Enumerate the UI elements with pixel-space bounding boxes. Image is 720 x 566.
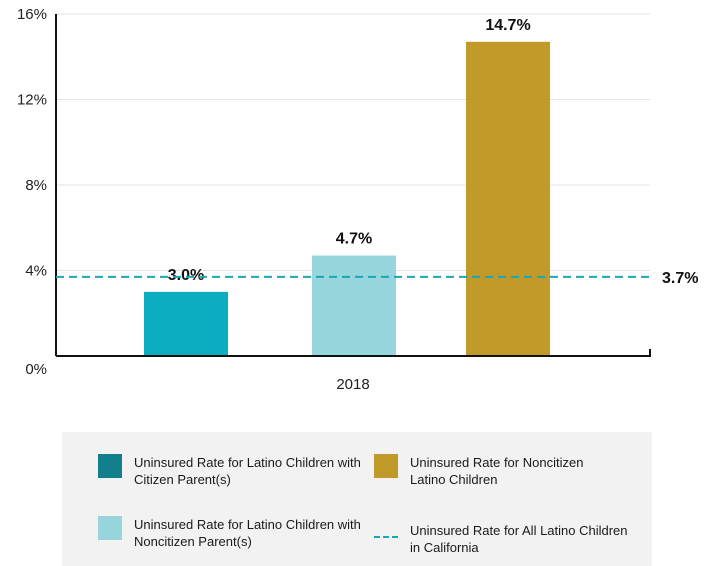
legend-label-citizen-parents: Uninsured Rate for Latino Children with … (134, 455, 361, 487)
y-tick-label: 0% (25, 361, 47, 378)
legend-item-all-latino: Uninsured Rate for All Latino Children i… (374, 522, 630, 556)
reference-line-label: 3.7% (662, 270, 698, 287)
bar-2 (312, 255, 396, 356)
legend-item-noncitizen-children: Uninsured Rate for Noncitizen Latino Chi… (374, 454, 620, 488)
y-axis-ticks: 0% 4% 8% 12% 16% (17, 6, 47, 378)
bar-1 (144, 291, 228, 356)
data-label: 4.7% (336, 231, 372, 248)
reference-line-group: 3.7% (56, 270, 698, 287)
legend-label-noncitizen-children: Uninsured Rate for Noncitizen Latino Chi… (410, 455, 584, 487)
legend-swatch-noncitizen-children (374, 454, 398, 478)
bars (144, 41, 550, 356)
legend-label-noncitizen-parents: Uninsured Rate for Latino Children with … (134, 517, 361, 549)
data-label: 3.0% (168, 267, 204, 284)
legend: Uninsured Rate for Latino Children with … (62, 432, 652, 566)
x-tick-label: 2018 (336, 376, 369, 393)
y-tick-label: 12% (17, 92, 47, 109)
legend-swatch-all-latino (374, 522, 398, 546)
y-tick-label: 4% (25, 263, 47, 280)
y-tick-label: 16% (17, 6, 47, 23)
legend-item-noncitizen-parents: Uninsured Rate for Latino Children with … (98, 516, 364, 550)
legend-item-citizen-parents: Uninsured Rate for Latino Children with … (98, 454, 364, 488)
legend-label-all-latino: Uninsured Rate for All Latino Children i… (410, 523, 628, 555)
data-label: 14.7% (485, 17, 530, 34)
legend-swatch-citizen-parents (98, 454, 122, 478)
data-labels: 3.0% 4.7% 14.7% (168, 17, 531, 284)
y-tick-label: 8% (25, 177, 47, 194)
bar-chart: 0% 4% 8% 12% 16% 3.0% 4.7% 14.7% 3.7% 2018 (17, 6, 699, 393)
legend-swatch-noncitizen-parents (98, 516, 122, 540)
bar-3 (466, 41, 550, 356)
